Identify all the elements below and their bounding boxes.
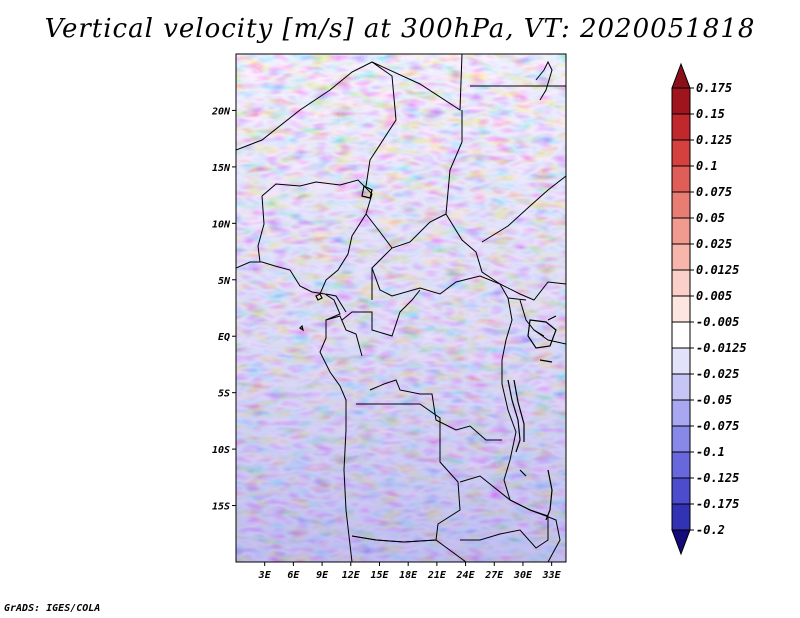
- colorbar-label: 0.05: [696, 211, 725, 225]
- lake-malawi: [545, 469, 553, 521]
- colorbar-swatch: [671, 399, 691, 427]
- colorbar-swatch: [671, 347, 691, 375]
- colorbar-swatch: [671, 217, 691, 245]
- border-niger-chad: [236, 61, 397, 187]
- colorbar-label: 0.075: [696, 185, 732, 199]
- colorbar-swatch: [671, 87, 691, 115]
- y-tick-label: 15S: [212, 502, 230, 513]
- y-tick-label: 10S: [212, 445, 230, 456]
- colorbar-label: -0.075: [696, 419, 739, 433]
- colorbar-label: 0.0125: [696, 263, 739, 277]
- colorbar-label: -0.175: [696, 497, 739, 511]
- colorbar-top-arrow: [671, 62, 691, 89]
- colorbar-label: -0.2: [696, 523, 725, 537]
- colorbar-swatch: [671, 477, 691, 505]
- x-tick-label: 30E: [513, 570, 533, 581]
- border-libya: [371, 54, 463, 111]
- x-tick-label: 12E: [342, 570, 361, 581]
- coastline-west: [236, 261, 353, 562]
- x-axis: 3E 6E 9E 12E 15E 18E 21E 24E 27E 30E 33E: [258, 562, 562, 581]
- border-kenya-uganda: [519, 299, 545, 337]
- small-features: [299, 293, 557, 477]
- x-tick-label: 21E: [427, 570, 447, 581]
- border-sudan: [371, 110, 463, 300]
- colorbar-label: -0.0125: [696, 341, 747, 355]
- colorbar-label: 0.025: [696, 237, 732, 251]
- y-axis: 20N 15N 10N 5N EQ 5S 10S 15S: [211, 106, 236, 513]
- x-tick-label: 27E: [484, 570, 504, 581]
- island-bioko: [315, 293, 323, 301]
- border-nigeria-cameroon: [261, 179, 373, 295]
- colorbar-swatch: [671, 295, 691, 323]
- border-nigeria-benin: [257, 195, 265, 263]
- colorbar-label: -0.005: [696, 315, 739, 329]
- colorbar-label: 0.1: [696, 159, 718, 173]
- plot-area: [236, 54, 566, 562]
- plot-frame: [235, 53, 567, 563]
- y-tick-label: 5N: [218, 276, 231, 287]
- grads-credit: GrADS: IGES/COLA: [4, 603, 101, 614]
- y-tick-label: 5S: [218, 389, 230, 400]
- colorbar-swatch: [671, 165, 691, 193]
- border-ethiopia: [481, 175, 566, 243]
- colorbar-label: -0.1: [696, 445, 725, 459]
- x-tick-label: 3E: [258, 570, 272, 581]
- colorbar-label: 0.125: [696, 133, 732, 147]
- x-tick-label: 6E: [287, 570, 300, 581]
- colorbar-swatch: [671, 373, 691, 401]
- border-car-chad: [365, 213, 393, 249]
- lake-chad: [361, 185, 373, 199]
- y-tick-label: 15N: [212, 163, 231, 174]
- border-cameroon-equatorial: [325, 293, 347, 313]
- field-shading: [236, 54, 566, 562]
- border-namibia: [351, 535, 467, 562]
- colorbar-label: -0.05: [696, 393, 732, 407]
- colorbar-bottom-arrow: [671, 529, 691, 556]
- colorbar-swatch: [671, 243, 691, 271]
- colorbar-swatch: [671, 113, 691, 141]
- colorbar-swatch: [671, 451, 691, 479]
- colorbar: 0.175 0.15 0.125 0.1 0.075 0.05 0.025 0.0125 0.0…: [671, 62, 747, 556]
- colorbar-label: -0.025: [696, 367, 739, 381]
- lake-fragments-east: [519, 315, 557, 477]
- border-south-sudan: [445, 213, 566, 301]
- island-sao-tome: [299, 324, 304, 332]
- colorbar-swatch: [671, 139, 691, 167]
- colorbar-label: 0.175: [696, 81, 732, 95]
- colorbar-swatch: [671, 425, 691, 453]
- red-sea-coast: [535, 60, 553, 101]
- border-drc-congo: [341, 289, 421, 337]
- y-tick-label: 20N: [211, 106, 231, 117]
- border-drc-south: [369, 379, 502, 441]
- x-tick-label: 33E: [542, 570, 562, 581]
- y-tick-label: EQ: [218, 332, 230, 343]
- border-gabon: [325, 315, 363, 357]
- colorbar-swatch: [671, 503, 691, 531]
- border-zambia: [459, 475, 549, 549]
- border-mozambique: [545, 515, 561, 562]
- lake-victoria: [527, 319, 557, 349]
- colorbar-label: -0.125: [696, 471, 739, 485]
- x-tick-label: 18E: [399, 570, 418, 581]
- x-tick-label: 15E: [370, 570, 389, 581]
- border-car: [371, 267, 527, 301]
- country-borders: [236, 54, 566, 562]
- y-tick-label: 10N: [212, 219, 231, 230]
- colorbar-swatch: [671, 321, 691, 349]
- x-tick-label: 9E: [316, 570, 329, 581]
- x-tick-label: 24E: [456, 570, 476, 581]
- colorbar-swatch: [671, 191, 691, 219]
- chart-title: Vertical velocity [m/s] at 300hPa, VT: 2…: [44, 14, 756, 44]
- colorbar-swatch: [671, 269, 691, 297]
- colorbar-label: 0.15: [696, 107, 725, 121]
- lake-tanganyika: [507, 379, 525, 453]
- colorbar-label: 0.005: [696, 289, 732, 303]
